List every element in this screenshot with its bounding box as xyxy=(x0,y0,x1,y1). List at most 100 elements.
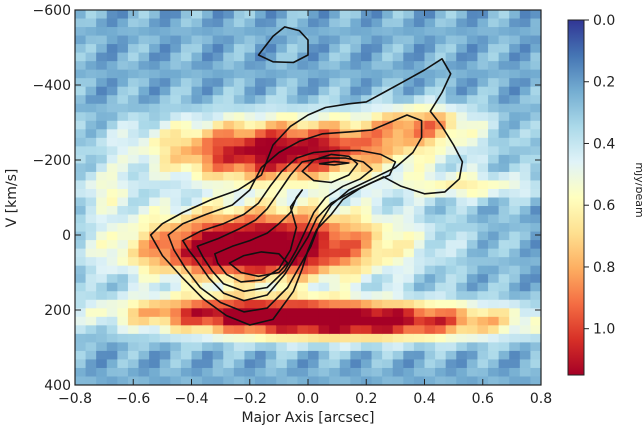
heatmap-cell xyxy=(244,350,256,361)
heatmap-cell xyxy=(509,18,521,28)
heatmap-cell xyxy=(318,52,330,62)
heatmap-cell xyxy=(308,265,320,275)
y-tick-label: 400 xyxy=(44,378,71,394)
heatmap-cell xyxy=(350,333,362,343)
heatmap-cell xyxy=(276,18,288,28)
heatmap-cell xyxy=(85,69,97,79)
heatmap-cell xyxy=(466,146,479,156)
heatmap-cell xyxy=(138,120,150,130)
heatmap-cell xyxy=(265,265,277,275)
heatmap-cell xyxy=(530,325,541,335)
heatmap-cell xyxy=(276,350,288,361)
heatmap-cell xyxy=(255,350,267,361)
heatmap-cell xyxy=(519,103,532,113)
heatmap-cell xyxy=(106,214,118,224)
heatmap-cell xyxy=(223,52,235,62)
heatmap-cell xyxy=(106,265,118,275)
heatmap-cell xyxy=(360,359,373,369)
heatmap-cell xyxy=(223,154,235,165)
heatmap-cell xyxy=(498,44,510,54)
heatmap-cell xyxy=(117,291,129,301)
heatmap-cell xyxy=(244,223,256,233)
heatmap-cell xyxy=(318,95,330,105)
heatmap-cell xyxy=(223,137,235,147)
heatmap-cell xyxy=(350,206,362,216)
heatmap-cell xyxy=(488,308,500,318)
heatmap-cell xyxy=(466,342,479,352)
heatmap-cell xyxy=(149,78,161,88)
heatmap-cell xyxy=(339,342,351,352)
heatmap-cell xyxy=(466,86,479,96)
heatmap-cell xyxy=(403,146,415,156)
heatmap-cell xyxy=(360,333,373,343)
heatmap-cell xyxy=(519,69,532,79)
heatmap-cell xyxy=(456,231,468,241)
heatmap-cell xyxy=(244,265,256,275)
heatmap-cell xyxy=(255,27,267,37)
heatmap-cell xyxy=(382,52,394,62)
heatmap-cell xyxy=(255,316,267,326)
heatmap-cell xyxy=(212,359,224,369)
heatmap-cell xyxy=(382,27,394,37)
heatmap-cell xyxy=(191,274,203,284)
heatmap-cell xyxy=(329,325,341,335)
heatmap-cell xyxy=(233,342,246,352)
heatmap-cell xyxy=(212,223,224,233)
heatmap-cell xyxy=(180,146,193,156)
heatmap-cell xyxy=(212,103,224,113)
heatmap-cell xyxy=(255,52,267,62)
heatmap-cell xyxy=(530,86,541,96)
heatmap-cell xyxy=(466,291,479,301)
heatmap-cell xyxy=(318,10,330,20)
heatmap-cell xyxy=(413,61,426,71)
heatmap-cell xyxy=(170,376,182,385)
heatmap-cell xyxy=(435,214,447,224)
heatmap-cell xyxy=(445,44,457,54)
heatmap-cell xyxy=(233,78,246,88)
heatmap-cell xyxy=(477,27,489,37)
heatmap-cell xyxy=(265,316,277,326)
heatmap-cell xyxy=(329,350,341,361)
heatmap-cell xyxy=(212,231,224,241)
heatmap-cell xyxy=(530,299,541,309)
heatmap-cell xyxy=(286,342,299,352)
heatmap-cell xyxy=(244,44,256,54)
heatmap-cell xyxy=(85,188,97,199)
heatmap-cell xyxy=(403,367,415,378)
heatmap-cell xyxy=(424,44,436,54)
heatmap-cell xyxy=(403,27,415,37)
contour-outer xyxy=(149,58,464,326)
heatmap-cell xyxy=(329,35,341,45)
heatmap-cell xyxy=(308,78,320,88)
heatmap-cell xyxy=(308,103,320,113)
heatmap-cell xyxy=(286,265,299,275)
heatmap-cell xyxy=(329,299,341,309)
heatmap-cell xyxy=(318,376,330,385)
heatmap-cell xyxy=(233,299,246,309)
heatmap-cell xyxy=(297,376,309,385)
heatmap-cell xyxy=(265,137,277,147)
heatmap-cell xyxy=(149,154,161,165)
heatmap-cell xyxy=(509,95,521,105)
heatmap-cell xyxy=(519,265,532,275)
heatmap-cell xyxy=(509,240,521,250)
heatmap-cell xyxy=(530,282,541,292)
heatmap-cell xyxy=(403,333,415,343)
heatmap-cell xyxy=(191,35,203,45)
heatmap-cell xyxy=(530,316,541,326)
heatmap-cell xyxy=(191,308,203,318)
heatmap-cell xyxy=(117,61,129,71)
heatmap-cell xyxy=(435,231,447,241)
heatmap-cell xyxy=(265,78,277,88)
heatmap-cell xyxy=(159,197,171,207)
heatmap-cell xyxy=(456,376,468,385)
heatmap-cell xyxy=(191,342,203,352)
heatmap-cell xyxy=(117,376,129,385)
y-tick-label: −600 xyxy=(33,3,71,19)
heatmap-cell xyxy=(180,188,193,199)
heatmap-cell xyxy=(276,44,288,54)
heatmap-cell xyxy=(255,103,267,113)
heatmap-cell xyxy=(297,86,309,96)
heatmap-cell xyxy=(509,180,521,190)
